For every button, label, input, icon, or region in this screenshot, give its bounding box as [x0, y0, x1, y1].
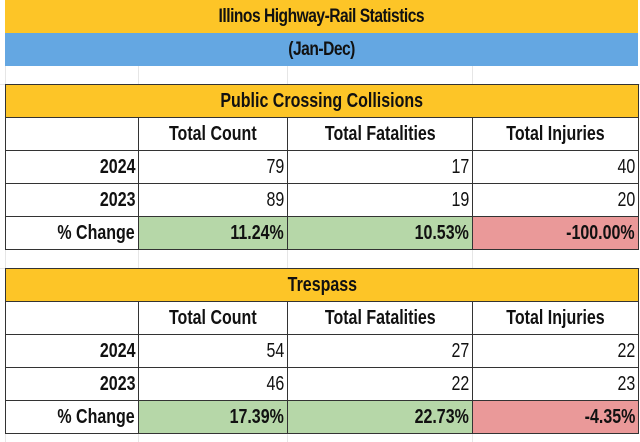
table-row: 2023 89 19 20 [5, 183, 639, 217]
row-label[interactable]: % Change [5, 216, 139, 250]
column-header-total-count[interactable]: Total Count [138, 301, 288, 335]
cell-total-fatalities[interactable]: 19 [287, 183, 473, 217]
cell-total-injuries[interactable]: 40 [472, 150, 639, 184]
cell-total-count[interactable]: 79 [138, 150, 288, 184]
row-label[interactable]: 2024 [5, 150, 139, 184]
cell-total-injuries[interactable]: 20 [472, 183, 639, 217]
cell-total-fatalities[interactable]: 22 [287, 367, 473, 401]
column-header-blank[interactable] [5, 117, 139, 151]
column-header-total-fatalities[interactable]: Total Fatalities [287, 117, 473, 151]
grid-line [138, 66, 139, 442]
section-header[interactable]: Trespass [4, 268, 640, 302]
cell-total-injuries[interactable]: 22 [471, 334, 640, 368]
table-row: 2024 54 27 22 [5, 334, 640, 368]
grid-line [287, 66, 288, 442]
cell-total-count[interactable]: 89 [138, 183, 288, 217]
percent-change-row: % Change 11.24% 10.53% -100.00% [5, 216, 639, 250]
row-label[interactable]: 2023 [5, 183, 139, 217]
column-header-total-injuries[interactable]: Total Injuries [471, 301, 640, 335]
column-header-row: Total Count Total Fatalities Total Injur… [5, 117, 639, 151]
column-header-blank[interactable] [5, 301, 139, 335]
sheet-subtitle: (Jan-Dec) [5, 33, 638, 66]
row-label[interactable]: 2023 [5, 367, 139, 401]
cell-total-injuries[interactable]: 23 [471, 367, 640, 401]
column-header-total-count[interactable]: Total Count [138, 117, 288, 151]
cell-change-total-fatalities[interactable]: 22.73% [287, 400, 473, 434]
table-row: 2024 79 17 40 [5, 150, 639, 184]
cell-change-total-injuries[interactable]: -100.00% [472, 216, 639, 250]
cell-change-total-count[interactable]: 11.24% [138, 216, 288, 250]
sheet-title: Illinos Highway-Rail Statistics [5, 0, 638, 33]
trespass-table: Trespass Total Count Total Fatalities To… [4, 268, 640, 434]
cell-total-fatalities[interactable]: 17 [287, 150, 473, 184]
table-row: 2023 46 22 23 [5, 367, 640, 401]
column-header-total-injuries[interactable]: Total Injuries [472, 117, 639, 151]
grid-line [472, 66, 473, 442]
column-header-total-fatalities[interactable]: Total Fatalities [287, 301, 473, 335]
cell-total-count[interactable]: 46 [138, 367, 288, 401]
cell-total-fatalities[interactable]: 27 [287, 334, 473, 368]
row-label[interactable]: 2024 [5, 334, 139, 368]
cell-change-total-count[interactable]: 17.39% [138, 400, 288, 434]
percent-change-row: % Change 17.39% 22.73% -4.35% [5, 400, 640, 434]
section-header[interactable]: Public Crossing Collisions [5, 84, 639, 118]
row-label[interactable]: % Change [5, 400, 139, 434]
column-header-row: Total Count Total Fatalities Total Injur… [5, 301, 640, 335]
cell-change-total-injuries[interactable]: -4.35% [471, 400, 640, 434]
cell-change-total-fatalities[interactable]: 10.53% [287, 216, 473, 250]
public-crossing-collisions-table: Public Crossing Collisions Total Count T… [5, 84, 639, 250]
cell-total-count[interactable]: 54 [138, 334, 288, 368]
